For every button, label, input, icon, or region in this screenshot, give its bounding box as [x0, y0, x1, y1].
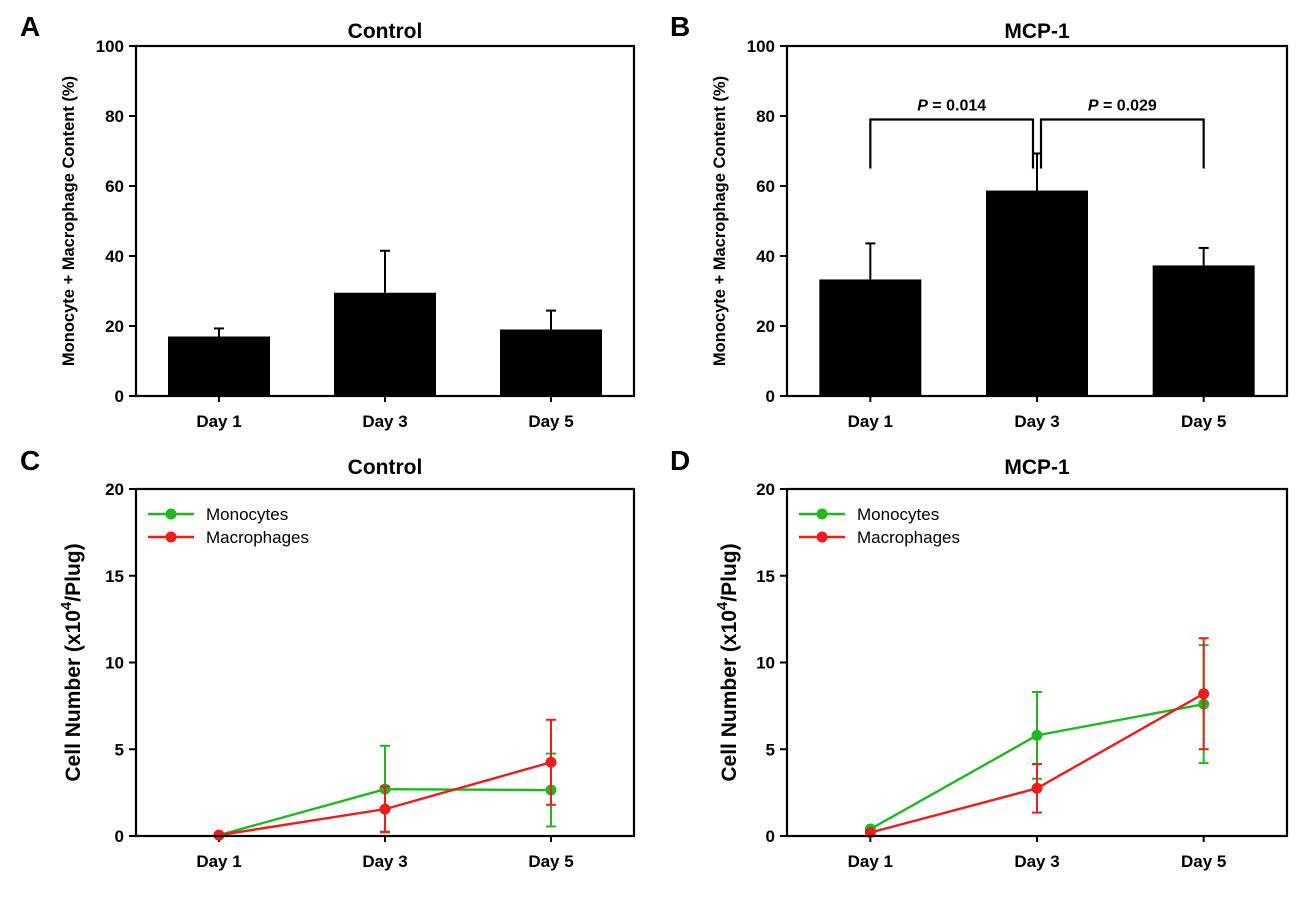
y-tick-label: 20: [756, 317, 775, 336]
y-axis-label-unit: /Plug): [718, 543, 741, 601]
y-axis-label-main: Cell Number (x10: [718, 610, 741, 782]
x-tick-label: Day 3: [1014, 852, 1059, 871]
x-tick-label: Day 5: [528, 852, 573, 871]
legend-swatch-marker: [165, 508, 177, 520]
panel-a: A Control Monocyte + Macrophage Content (%…: [20, 11, 636, 431]
bar: [500, 329, 602, 396]
panel-letter: C: [20, 445, 40, 476]
y-tick-label: 10: [756, 654, 775, 673]
y-tick-label: 0: [766, 827, 775, 846]
y-axis-label-unit: /Plug): [62, 543, 85, 601]
x-tick-label: Day 1: [848, 412, 893, 431]
legend-label: Monocytes: [206, 505, 288, 524]
y-tick-label: 0: [115, 827, 124, 846]
x-tick-label: Day 5: [1181, 412, 1226, 431]
bar: [986, 190, 1088, 396]
y-axis-label: Cell Number (x104/Plug): [58, 543, 85, 781]
bar: [334, 292, 436, 396]
y-tick-label: 80: [756, 107, 775, 126]
y-axis-label-exponent: 4: [58, 601, 75, 610]
x-tick-label: Day 5: [1181, 852, 1226, 871]
y-axis-label: Cell Number (x104/Plug): [714, 543, 741, 781]
y-tick-label: 40: [105, 247, 124, 266]
legend-label: Macrophages: [206, 528, 309, 547]
legend-label: Macrophages: [857, 528, 960, 547]
chart-title: MCP-1: [1004, 456, 1070, 479]
legend-swatch-marker: [816, 531, 828, 543]
y-axis-label: Monocyte + Macrophage Content (%): [60, 76, 78, 366]
significance-bracket: [1039, 118, 1205, 169]
x-tick-label: Day 3: [362, 852, 407, 871]
chart-title: Control: [348, 20, 423, 43]
y-tick-label: 100: [747, 37, 775, 56]
chart-title: Control: [348, 456, 423, 479]
plot-frame: [785, 487, 1289, 838]
y-tick-label: 10: [105, 654, 124, 673]
y-tick-label: 5: [115, 740, 124, 759]
y-tick-label: 60: [756, 177, 775, 196]
plot-frame: [134, 44, 636, 398]
panel-letter: B: [670, 11, 690, 42]
x-tick-label: Day 1: [196, 412, 241, 431]
p-symbol: P: [917, 98, 928, 115]
y-tick-label: 80: [105, 107, 124, 126]
y-tick-label: 5: [766, 740, 775, 759]
p-value-text: = 0.029: [1099, 98, 1157, 115]
y-tick-label: 20: [756, 480, 775, 499]
y-tick-label: 20: [105, 480, 124, 499]
data-point: [1031, 729, 1043, 741]
y-tick-label: 20: [105, 317, 124, 336]
bar: [1152, 265, 1255, 396]
x-tick-label: Day 3: [362, 412, 407, 431]
x-tick-label: Day 1: [848, 852, 893, 871]
plot-frame: [785, 44, 1289, 398]
data-point: [1031, 782, 1043, 794]
y-tick-label: 0: [115, 387, 124, 406]
y-tick-label: 60: [105, 177, 124, 196]
panel-d: D MCP-1 Cell Number (x104/Plug) 0 5 10 15 20 Day…: [670, 445, 1289, 871]
y-tick-label: 100: [96, 37, 124, 56]
legend-label: Monocytes: [857, 505, 939, 524]
x-tick-label: Day 1: [196, 852, 241, 871]
significance-bracket: [869, 118, 1035, 169]
panel-letter: D: [670, 445, 690, 476]
legend-swatch-marker: [165, 531, 177, 543]
chart-title: MCP-1: [1004, 20, 1070, 43]
y-tick-label: 0: [766, 387, 775, 406]
p-value-annotation: P = 0.014: [917, 98, 986, 115]
y-axis-label: Monocyte + Macrophage Content (%): [711, 76, 729, 366]
data-point: [379, 803, 391, 815]
bar: [168, 336, 270, 396]
y-axis-label-main: Cell Number (x10: [62, 610, 85, 782]
y-axis-label-exponent: 4: [714, 601, 731, 610]
data-point: [1198, 688, 1210, 700]
y-tick-label: 15: [105, 567, 124, 586]
p-value-annotation: P = 0.029: [1088, 98, 1157, 115]
panel-c: C Control Cell Number (x104/Plug) 0 5 10 15 20 D…: [20, 445, 636, 871]
p-value-text: = 0.014: [928, 98, 986, 115]
legend-swatch-marker: [816, 508, 828, 520]
panel-b: B MCP-1 Monocyte + Macrophage Content (%) 0…: [670, 11, 1289, 431]
y-tick-label: 40: [756, 247, 775, 266]
x-tick-label: Day 3: [1014, 412, 1059, 431]
bar: [819, 279, 922, 396]
panel-letter: A: [20, 11, 40, 42]
p-symbol: P: [1088, 98, 1099, 115]
data-point: [545, 756, 557, 768]
x-tick-label: Day 5: [528, 412, 573, 431]
plot-frame: [134, 487, 636, 838]
y-tick-label: 15: [756, 567, 775, 586]
